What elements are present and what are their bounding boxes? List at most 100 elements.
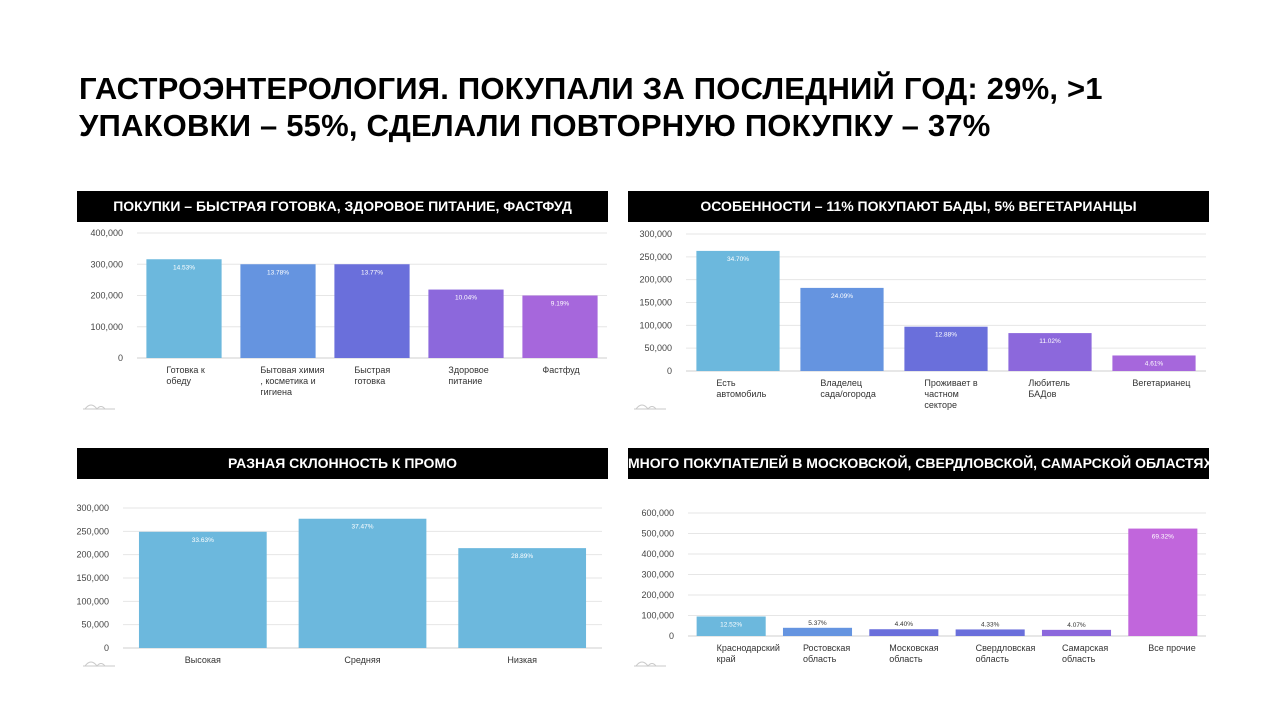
y-tick-label: 400,000 (90, 228, 123, 238)
data-label: 10.04% (455, 295, 477, 302)
panel-features: ОСОБЕННОСТИ – 11% ПОКУПАЮТ БАДЫ, 5% ВЕГЕ… (628, 191, 1209, 426)
panel-title: ОСОБЕННОСТИ – 11% ПОКУПАЮТ БАДЫ, 5% ВЕГЕ… (628, 191, 1209, 222)
data-label: 9.19% (551, 301, 570, 308)
y-tick-label: 300,000 (90, 259, 123, 269)
category-label: Быстрая готовка (354, 365, 390, 386)
category-label: Любитель БАДов (1028, 378, 1070, 399)
data-label: 14.53% (173, 264, 195, 271)
y-tick-label: 100,000 (639, 320, 672, 330)
category-label: Здоровое питание (448, 365, 488, 386)
data-label: 13.78% (267, 269, 289, 276)
y-tick-label: 50,000 (644, 343, 672, 353)
panel-title: МНОГО ПОКУПАТЕЛЕЙ В МОСКОВСКОЙ, СВЕРДЛОВ… (628, 448, 1209, 479)
data-label: 12.88% (935, 332, 957, 339)
data-label: 13.77% (361, 269, 383, 276)
y-tick-label: 150,000 (76, 573, 109, 583)
category-label: Проживает в частном секторе (924, 378, 977, 410)
category-label: Свердловская область (976, 643, 1036, 664)
chart-regions: 0 100,000 200,000 300,000 400,000 500,000 600,… (634, 508, 1206, 667)
data-label: 28.89% (511, 553, 533, 560)
y-tick-label: 300,000 (639, 229, 672, 239)
data-label: 34.70% (727, 256, 749, 263)
data-label: 4.61% (1145, 360, 1164, 367)
chart-features: 0 50,000 100,000 150,000 200,000 250,000 300,0… (634, 229, 1206, 410)
category-label: Есть автомобиль (716, 378, 766, 399)
y-tick-label: 200,000 (639, 275, 672, 285)
data-label: 12.52% (720, 622, 742, 629)
logo-icon (83, 661, 115, 667)
bar[interactable] (869, 629, 939, 636)
logo-icon (634, 661, 666, 667)
data-label: 24.09% (831, 293, 853, 300)
category-label: Бытовая химия, косметика и гигиена (260, 365, 324, 397)
panel-promo: РАЗНАЯ СКЛОННОСТЬ К ПРОМО 0 50,000 100,000… (76, 448, 608, 683)
category-label: Все прочие (1148, 643, 1195, 653)
bar[interactable] (146, 259, 222, 358)
category-label: Ростовская область (803, 643, 850, 664)
bar[interactable] (334, 264, 410, 358)
bar[interactable] (428, 289, 504, 358)
y-tick-label: 0 (667, 366, 672, 376)
y-tick-label: 200,000 (76, 550, 109, 560)
data-label: 37.47% (351, 524, 373, 531)
bar[interactable] (1128, 528, 1198, 636)
category-label: Краснодарский край (717, 643, 780, 664)
y-tick-label: 100,000 (76, 596, 109, 606)
bar[interactable] (458, 548, 587, 648)
bar[interactable] (904, 326, 988, 371)
data-label: 4.33% (981, 621, 1000, 628)
bar[interactable] (696, 250, 780, 371)
page-title: ГАСТРОЭНТЕРОЛОГИЯ. ПОКУПАЛИ ЗА ПОСЛЕДНИЙ… (79, 71, 1103, 143)
bar[interactable] (298, 518, 427, 648)
y-tick-label: 0 (104, 643, 109, 653)
y-tick-label: 300,000 (641, 570, 674, 580)
panel-regions: МНОГО ПОКУПАТЕЛЕЙ В МОСКОВСКОЙ, СВЕРДЛОВ… (628, 448, 1209, 683)
panel-title: РАЗНАЯ СКЛОННОСТЬ К ПРОМО (77, 448, 608, 479)
y-tick-label: 500,000 (641, 529, 674, 539)
data-label: 11.02% (1039, 338, 1061, 345)
data-label: 5.37% (808, 620, 827, 627)
bar[interactable] (1041, 629, 1112, 636)
data-label: 4.40% (895, 621, 914, 628)
chart-purchases: 0 100,000 200,000 300,000 400,000 14.53% Готов… (83, 228, 607, 410)
y-tick-label: 200,000 (90, 291, 123, 301)
bar[interactable] (782, 627, 853, 636)
category-label: Самарская область (1062, 643, 1108, 664)
y-tick-label: 250,000 (639, 252, 672, 262)
bar[interactable] (1008, 333, 1092, 371)
bar[interactable] (522, 295, 598, 359)
data-label: 4.07% (1067, 622, 1086, 629)
data-label: 33.63% (192, 537, 214, 544)
y-tick-label: 250,000 (76, 526, 109, 536)
y-tick-label: 600,000 (641, 508, 674, 518)
y-tick-label: 200,000 (641, 590, 674, 600)
logo-icon (634, 404, 666, 410)
category-label: Московская область (889, 643, 938, 664)
panel-purchases: ПОКУПКИ – БЫСТРАЯ ГОТОВКА, ЗДОРОВОЕ ПИТА… (77, 191, 608, 426)
y-tick-label: 300,000 (76, 503, 109, 513)
category-label: Высокая (185, 655, 221, 665)
bar[interactable] (240, 264, 316, 358)
y-tick-label: 0 (118, 353, 123, 363)
bar[interactable] (696, 616, 766, 636)
y-tick-label: 400,000 (641, 549, 674, 559)
bar[interactable] (800, 287, 884, 371)
y-tick-label: 100,000 (641, 611, 674, 621)
logo-icon (83, 404, 115, 410)
panel-title: ПОКУПКИ – БЫСТРАЯ ГОТОВКА, ЗДОРОВОЕ ПИТА… (77, 191, 608, 222)
bar[interactable] (1112, 355, 1196, 371)
data-label: 69.32% (1152, 534, 1174, 541)
y-tick-label: 150,000 (639, 298, 672, 308)
y-tick-label: 0 (669, 631, 674, 641)
category-label: Средняя (344, 655, 380, 665)
bar[interactable] (138, 531, 267, 648)
y-tick-label: 100,000 (90, 322, 123, 332)
category-label: Низкая (507, 655, 537, 665)
category-label: Фастфуд (542, 365, 580, 375)
category-label: Готовка к обеду (166, 365, 205, 386)
chart-promo: 0 50,000 100,000 150,000 200,000 250,000 300,0… (76, 503, 602, 667)
category-label: Владелец сада/огорода (820, 378, 875, 399)
category-label: Вегетарианец (1132, 378, 1190, 388)
y-tick-label: 50,000 (81, 620, 109, 630)
bar[interactable] (955, 629, 1025, 636)
